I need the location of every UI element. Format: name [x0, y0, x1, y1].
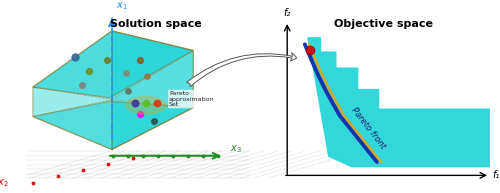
Point [109, 154, 117, 157]
Point [153, 102, 161, 105]
Text: Pareto
approximation
Set: Pareto approximation Set [169, 91, 214, 107]
Point [103, 59, 111, 62]
Point [124, 89, 132, 92]
Polygon shape [33, 31, 194, 98]
Point [124, 154, 132, 157]
Point [142, 102, 150, 105]
Point [122, 71, 130, 74]
Polygon shape [33, 31, 112, 150]
Point [104, 162, 112, 165]
Text: Objective space: Objective space [334, 19, 434, 29]
Point [184, 154, 192, 157]
Point [169, 154, 177, 157]
Point [30, 181, 38, 184]
Polygon shape [307, 37, 490, 167]
Text: $x_3$: $x_3$ [230, 143, 242, 155]
Point [136, 112, 144, 115]
Point [198, 154, 206, 157]
Point [70, 55, 78, 58]
Point [84, 69, 92, 73]
Point [143, 75, 151, 78]
Point [79, 168, 87, 172]
Point [54, 175, 62, 178]
Text: Solution space: Solution space [110, 19, 202, 29]
Text: f₂: f₂ [284, 8, 291, 18]
Point [139, 154, 147, 157]
Point [78, 84, 86, 87]
Text: $x_1$: $x_1$ [116, 0, 127, 12]
Point [150, 119, 158, 123]
Ellipse shape [126, 97, 166, 114]
Point [154, 154, 162, 157]
Polygon shape [112, 31, 194, 150]
Point [306, 48, 314, 51]
Text: Pareto front: Pareto front [349, 106, 387, 151]
Point [129, 156, 137, 159]
Point [136, 59, 144, 62]
Point [4, 187, 12, 190]
Polygon shape [33, 101, 194, 150]
Point [214, 154, 222, 157]
Text: $x_2$: $x_2$ [0, 177, 8, 189]
Point [131, 102, 139, 105]
Text: f₁: f₁ [492, 170, 500, 180]
